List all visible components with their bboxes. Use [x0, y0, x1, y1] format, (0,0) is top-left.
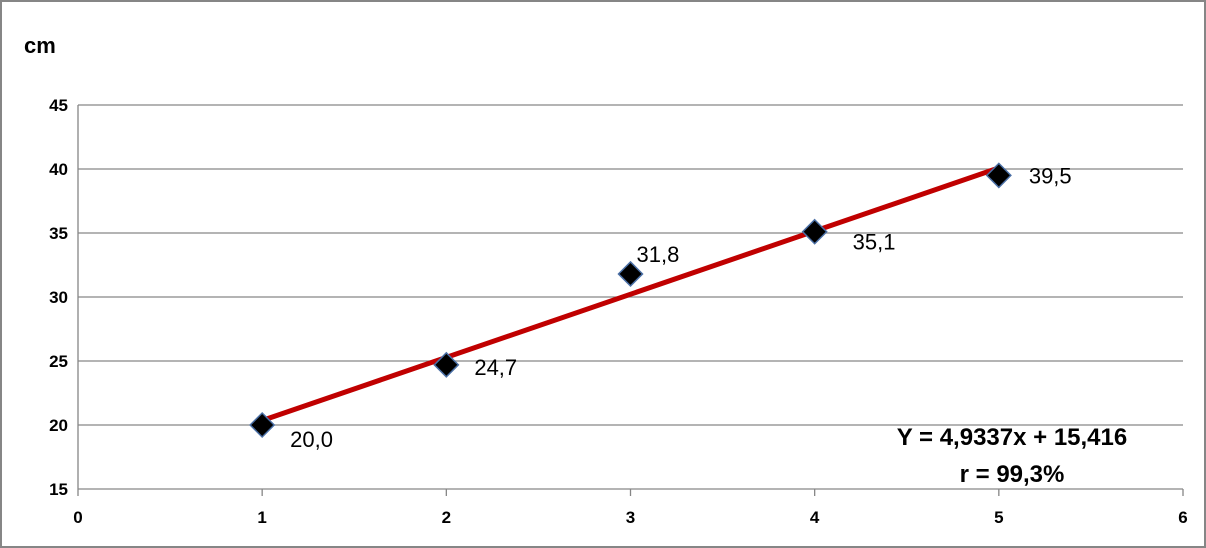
x-tick-label: 4 [810, 508, 820, 527]
axes [77, 105, 1184, 496]
trendline [259, 165, 1002, 424]
data-label: 39,5 [1029, 163, 1072, 188]
data-label: 35,1 [853, 230, 896, 255]
y-tick-label: 20 [49, 416, 68, 435]
trendline-layer [259, 165, 1002, 424]
correlation-coefficient: r = 99,3% [960, 461, 1065, 488]
data-point [985, 162, 1012, 189]
x-tick-label: 5 [994, 508, 1003, 527]
y-tick-label: 15 [49, 480, 68, 499]
x-tick-label: 6 [1178, 508, 1187, 527]
x-tick-label: 3 [626, 508, 635, 527]
y-tick-label: 25 [49, 352, 68, 371]
data-point [433, 351, 460, 378]
data-point [249, 411, 276, 439]
y-axis-unit-label: cm [24, 33, 56, 58]
x-tick-label: 0 [73, 508, 82, 527]
data-label: 31,8 [637, 242, 680, 267]
regression-equation: Y = 4,9337x + 15,416 [897, 424, 1127, 451]
data-points [249, 162, 1012, 439]
data-point [801, 218, 828, 245]
y-tick-label: 45 [49, 96, 68, 115]
data-label: 24,7 [474, 355, 517, 380]
x-tick-label: 1 [257, 508, 266, 527]
data-labels: 20,0 24,7 31,8 35,1 39,5 [290, 163, 1071, 452]
data-label: 20,0 [290, 427, 333, 452]
y-tick-label: 30 [49, 288, 68, 307]
x-tick-label: 2 [442, 508, 451, 527]
y-tick-label: 40 [49, 160, 68, 179]
y-tick-label: 35 [49, 224, 68, 243]
data-point [617, 260, 644, 288]
